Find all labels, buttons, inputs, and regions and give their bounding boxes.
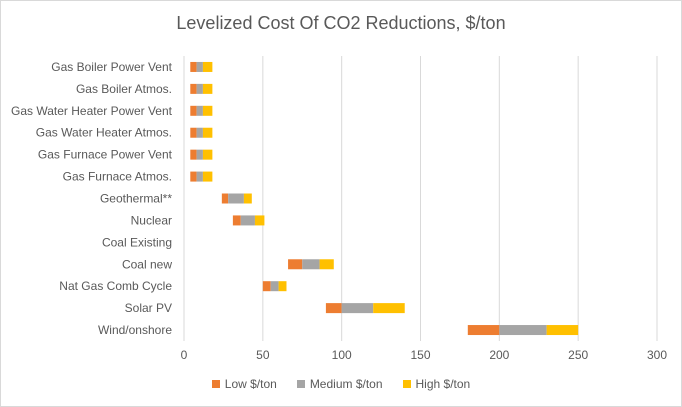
- legend-item: Medium $/ton: [296, 377, 383, 391]
- category-label: Gas Boiler Atmos.: [76, 82, 172, 96]
- bar-segment: [202, 83, 213, 94]
- bar-segment: [190, 171, 197, 182]
- category-label: Nat Gas Comb Cycle: [59, 279, 172, 293]
- bar-segment: [196, 149, 203, 160]
- bar-segment: [190, 83, 197, 94]
- bar-segment: [190, 149, 197, 160]
- legend-label: High $/ton: [415, 377, 471, 391]
- bar-segment: [202, 127, 213, 138]
- legend-item: High $/ton: [402, 377, 471, 391]
- bar-segment: [243, 193, 252, 204]
- bar-segment: [202, 149, 213, 160]
- legend-swatch: [402, 380, 411, 388]
- x-tick-label: 0: [181, 348, 188, 362]
- x-tick-label: 150: [410, 348, 430, 362]
- bar-segment: [341, 303, 374, 314]
- bar-segment: [232, 215, 241, 226]
- bar-segment: [373, 303, 405, 314]
- bar-segment: [240, 215, 255, 226]
- category-label: Gas Water Heater Atmos.: [36, 126, 172, 140]
- category-label: Gas Boiler Power Vent: [51, 60, 172, 74]
- category-label: Gas Water Heater Power Vent: [11, 104, 173, 118]
- legend-label: Low $/ton: [224, 377, 277, 391]
- bar-segment: [467, 325, 500, 336]
- bar-segment: [196, 83, 203, 94]
- bar-segment: [202, 105, 213, 116]
- bar-segment: [202, 171, 213, 182]
- bar-segment: [196, 61, 203, 72]
- legend-swatch: [211, 380, 220, 388]
- bar-segment: [325, 303, 342, 314]
- bar-segment: [262, 281, 271, 292]
- bar-segment: [196, 171, 203, 182]
- bar-segment: [221, 193, 229, 204]
- bar-segment: [202, 61, 213, 72]
- bar-segment: [190, 127, 197, 138]
- category-label: Coal Existing: [102, 235, 172, 249]
- chart-title: Levelized Cost Of CO2 Reductions, $/ton: [176, 13, 506, 33]
- category-label: Gas Furnace Power Vent: [38, 148, 173, 162]
- legend-label: Medium $/ton: [309, 377, 383, 391]
- x-tick-label: 200: [489, 348, 509, 362]
- x-tick-label: 250: [568, 348, 588, 362]
- legend: Low $/ton Medium $/ton High $/ton: [1, 377, 681, 391]
- category-label: Wind/onshore: [98, 323, 172, 337]
- bar-segment: [288, 259, 303, 270]
- x-tick-label: 50: [256, 348, 270, 362]
- bar-segment: [190, 105, 197, 116]
- bar-segment: [270, 281, 279, 292]
- category-label: Solar PV: [125, 301, 172, 315]
- bar-segment: [302, 259, 320, 270]
- category-label: Coal new: [122, 257, 172, 271]
- bar-segment: [196, 105, 203, 116]
- category-label: Geothermal**: [100, 192, 172, 206]
- bar-segment: [254, 215, 265, 226]
- legend-swatch: [296, 380, 305, 388]
- bar-segment: [190, 61, 197, 72]
- bar-segment: [319, 259, 334, 270]
- category-label: Nuclear: [131, 213, 172, 227]
- legend-item: Low $/ton: [211, 377, 277, 391]
- bar-segment: [228, 193, 244, 204]
- bar-segment: [499, 325, 547, 336]
- bar-segment: [196, 127, 203, 138]
- bar-segment: [278, 281, 287, 292]
- x-tick-label: 100: [332, 348, 352, 362]
- category-label: Gas Furnace Atmos.: [63, 170, 172, 184]
- x-tick-label: 300: [647, 348, 667, 362]
- bar-segment: [546, 325, 579, 336]
